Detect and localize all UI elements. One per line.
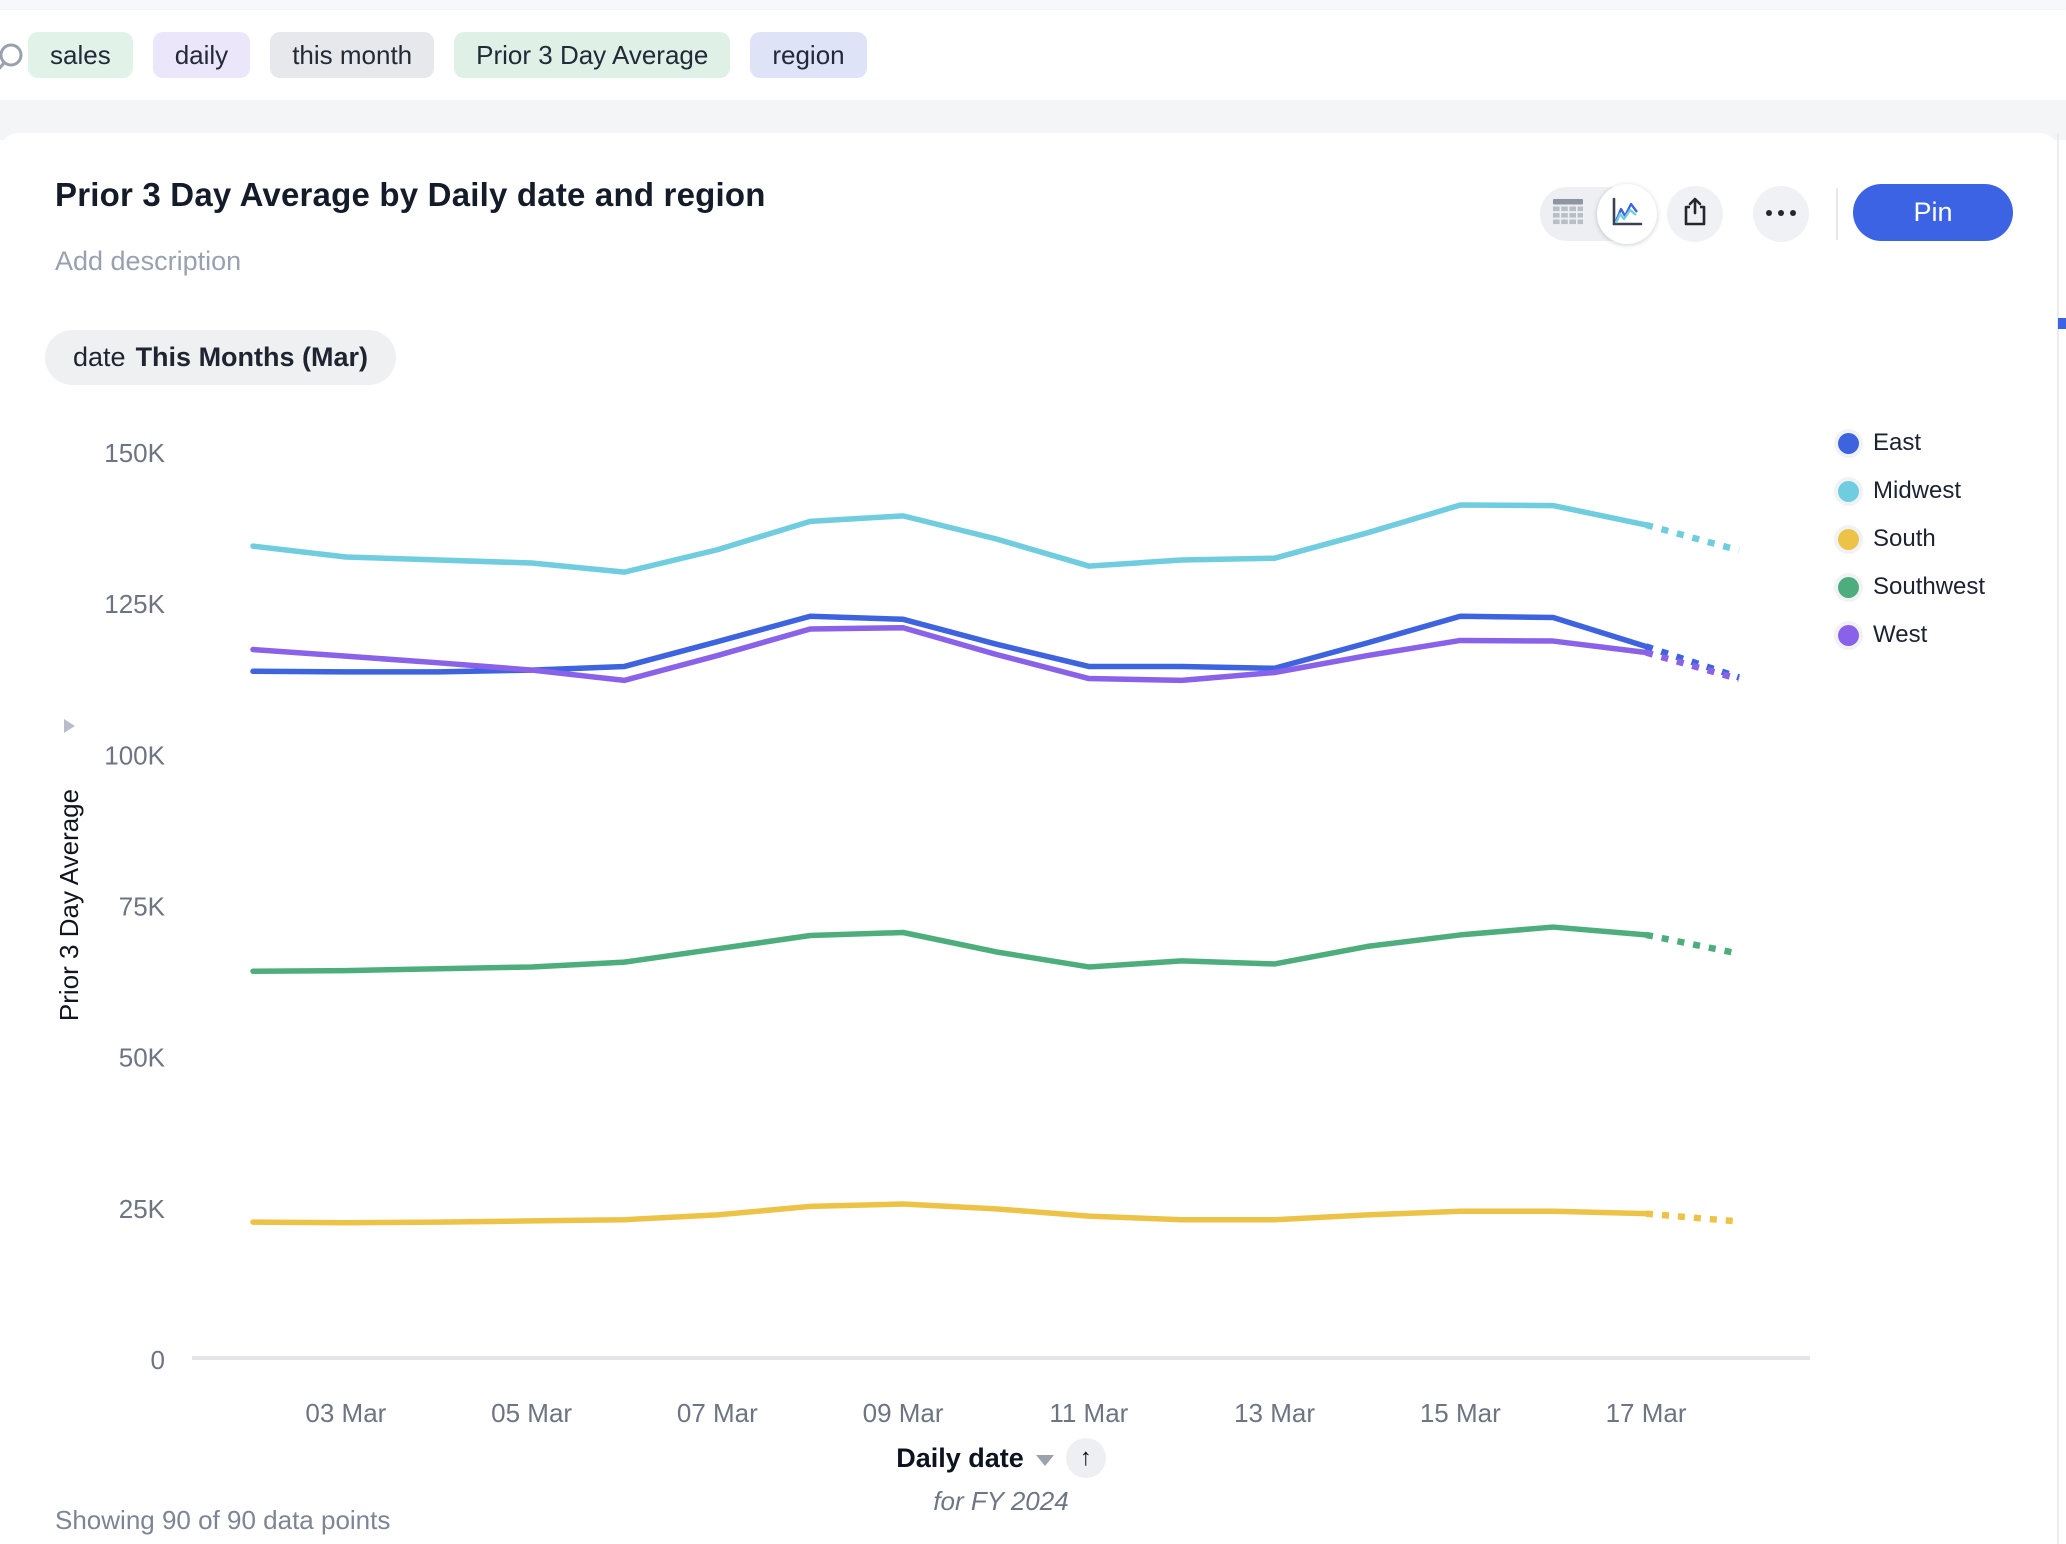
filter-field-label: date bbox=[73, 342, 126, 373]
search-chip-region[interactable]: region bbox=[750, 32, 866, 78]
legend-label: Midwest bbox=[1873, 477, 1961, 505]
x-axis-field-label[interactable]: Daily date bbox=[896, 1443, 1024, 1474]
search-chip-list: sales daily this month Prior 3 Day Average r… bbox=[0, 32, 867, 78]
chart-icon bbox=[1610, 196, 1644, 233]
pin-button[interactable]: Pin bbox=[1853, 184, 2013, 241]
toolbar-divider bbox=[1836, 188, 1838, 240]
legend-item-south[interactable]: South bbox=[1838, 528, 1985, 550]
add-description-button[interactable]: Add description bbox=[55, 246, 241, 277]
legend-dot-west bbox=[1838, 625, 1859, 646]
legend-label: East bbox=[1873, 429, 1921, 457]
legend-item-southwest[interactable]: Southwest bbox=[1838, 576, 1985, 598]
search-chip-daily[interactable]: daily bbox=[153, 32, 250, 78]
legend-item-west[interactable]: West bbox=[1838, 624, 1985, 646]
arrow-up-icon: ↑ bbox=[1080, 1444, 1092, 1472]
legend-label: Southwest bbox=[1873, 573, 1985, 601]
legend-dot-east bbox=[1838, 433, 1859, 454]
ellipsis-icon bbox=[1764, 205, 1798, 223]
sort-ascending-button[interactable]: ↑ bbox=[1066, 1438, 1106, 1478]
table-view-button[interactable] bbox=[1552, 199, 1584, 229]
panel-right-border bbox=[2057, 133, 2059, 1544]
search-chip-sales[interactable]: sales bbox=[28, 32, 133, 78]
legend-item-midwest[interactable]: Midwest bbox=[1838, 480, 1985, 502]
legend-item-east[interactable]: East bbox=[1838, 432, 1985, 454]
legend-label: South bbox=[1873, 525, 1936, 553]
page-title: Prior 3 Day Average by Daily date and re… bbox=[55, 176, 766, 214]
y-axis-expand-icon[interactable] bbox=[64, 719, 75, 733]
x-axis-footer: Daily date ↑ for FY 2024 bbox=[192, 1438, 1810, 1517]
filter-value: This Months (Mar) bbox=[136, 342, 368, 373]
more-options-button[interactable] bbox=[1753, 186, 1809, 242]
table-icon bbox=[1552, 198, 1584, 231]
date-filter-chip[interactable]: date This Months (Mar) bbox=[45, 330, 396, 385]
legend-dot-midwest bbox=[1838, 481, 1859, 502]
legend-label: West bbox=[1873, 621, 1927, 649]
x-axis-subtitle: for FY 2024 bbox=[192, 1486, 1810, 1517]
data-points-status: Showing 90 of 90 data points bbox=[55, 1505, 390, 1536]
scroll-indicator[interactable] bbox=[2058, 318, 2066, 329]
legend-dot-south bbox=[1838, 529, 1859, 550]
chart-legend: East Midwest South Southwest West bbox=[1838, 432, 1985, 672]
search-bar[interactable]: sales daily this month Prior 3 Day Average r… bbox=[0, 10, 2066, 101]
legend-dot-southwest bbox=[1838, 577, 1859, 598]
chart-view-button[interactable] bbox=[1597, 184, 1657, 244]
share-button[interactable] bbox=[1667, 186, 1723, 242]
search-chip-prior-3-day-average[interactable]: Prior 3 Day Average bbox=[454, 32, 730, 78]
chevron-down-icon[interactable] bbox=[1036, 1455, 1054, 1466]
page-top-strip bbox=[0, 0, 2066, 10]
search-chip-this-month[interactable]: this month bbox=[270, 32, 434, 78]
share-icon bbox=[1680, 196, 1710, 233]
app-window: sales daily this month Prior 3 Day Average r… bbox=[0, 0, 2066, 1544]
search-icon bbox=[0, 34, 32, 87]
